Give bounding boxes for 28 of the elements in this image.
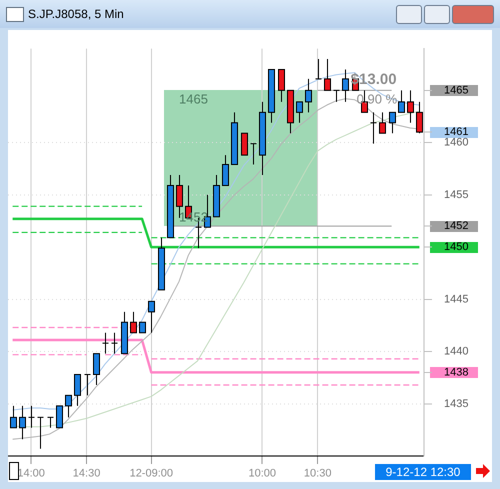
candlestick — [333, 90, 340, 102]
y-tick-label: 1452 — [444, 220, 468, 232]
y-tick-label: 1465 — [444, 84, 468, 96]
annotation: 1465 — [179, 91, 208, 106]
candlestick — [37, 416, 44, 450]
candlestick — [250, 143, 257, 166]
y-tick-label: 1440 — [444, 346, 468, 358]
candlestick — [102, 332, 109, 354]
x-tick-label: 14:00 — [17, 468, 45, 480]
y-tick-label: 1460 — [444, 136, 468, 149]
x-tick-label: 14:30 — [72, 468, 100, 480]
text: 9-12-12 12:30 — [375, 464, 471, 480]
candlestick — [111, 332, 118, 354]
y-tick-label: 1455 — [444, 188, 468, 201]
y-tick-label: 1438 — [444, 366, 468, 378]
x-tick-label: 10:00 — [248, 468, 276, 480]
y-tick-label: 1450 — [444, 241, 468, 254]
y-tick-label: 1435 — [444, 398, 468, 410]
y-tick-label: 1461 — [444, 126, 468, 138]
candlestick — [315, 58, 322, 80]
candlestick — [370, 112, 377, 144]
chart-title: S.JP.J8058, 5 Min — [28, 7, 124, 21]
x-tick-label: 10:30 — [304, 468, 332, 480]
candlestick — [28, 405, 35, 428]
candlestick — [47, 416, 54, 428]
x-tick-label: 12-09:00 — [130, 468, 174, 480]
candlestick — [84, 374, 91, 396]
y-tick-label: 1445 — [444, 293, 468, 306]
